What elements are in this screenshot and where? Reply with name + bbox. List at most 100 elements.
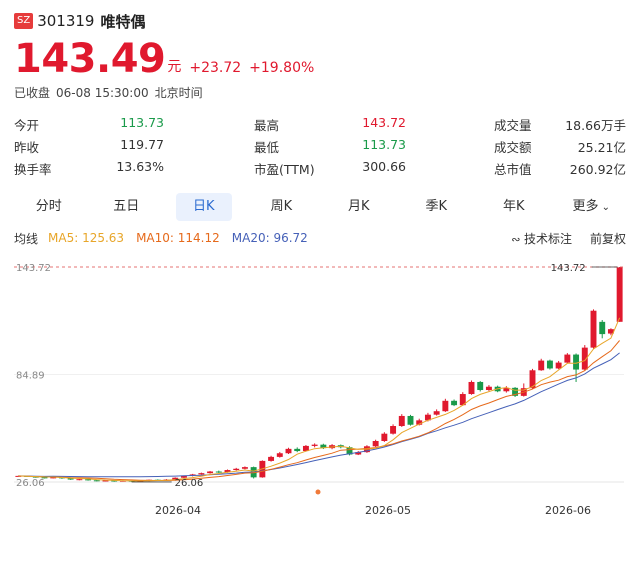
candle-up <box>538 360 545 371</box>
tab-daily-k[interactable]: 日K <box>175 193 232 221</box>
ma-lines-layer <box>18 317 621 482</box>
candle-down <box>346 447 353 455</box>
stock-code: 301319 <box>37 12 95 30</box>
candle-up <box>590 310 597 348</box>
candle-up <box>390 426 397 434</box>
candle-down <box>451 400 458 406</box>
forward-adjust-button[interactable]: 前复权 <box>589 231 626 246</box>
candle-up <box>15 475 22 477</box>
candle-up <box>198 473 205 475</box>
candle-up <box>503 387 510 392</box>
tab-quarterly-k[interactable]: 季K <box>425 199 448 214</box>
candle-down <box>599 321 606 335</box>
technical-annotation-button[interactable]: ∾ 技术标注 <box>511 230 572 247</box>
ma-label: 均线 <box>14 231 39 246</box>
ma20-value: MA20: 96.72 <box>231 231 308 245</box>
tab-monthly-k[interactable]: 月K <box>348 199 370 214</box>
candle-down <box>85 479 92 481</box>
candle-down <box>573 354 580 370</box>
candle-up <box>424 414 431 421</box>
candle-down <box>215 471 222 473</box>
candle-up <box>416 420 423 425</box>
stock-header: SZ 301319 唯特偶 143.49 元 +23.72 +19.80% 已收… <box>14 10 624 100</box>
stat-value-high: 143.72 <box>362 114 406 130</box>
candle-up <box>180 475 187 478</box>
y-tick-label: 143.72 <box>16 263 51 274</box>
x-tick-label: 2026-05 <box>365 504 411 517</box>
stat-value-turnover: 25.21亿 <box>577 139 626 155</box>
low-marker-label: 26.06 <box>175 478 204 489</box>
status-datetime: 06-08 15:30:00 <box>56 86 149 100</box>
price-unit: 元 <box>167 59 182 75</box>
candle-up <box>172 477 179 480</box>
candle-up <box>442 400 449 412</box>
stat-label-volume: 成交量 <box>494 117 532 133</box>
stat-label-prev-close: 昨收 <box>14 139 40 155</box>
stat-value-open: 113.73 <box>120 114 164 130</box>
chevron-down-icon: ⌄ <box>598 202 611 213</box>
stats-grid: 今开 113.73 最高 143.72 成交量 18.66万手 昨收 119.77 最低… <box>14 113 626 179</box>
stats-row-2: 昨收 119.77 最低 113.73 成交额 25.21亿 <box>14 135 626 157</box>
ma5-value: MA5: 125.63 <box>48 231 125 245</box>
stat-label-high: 最高 <box>254 117 280 133</box>
trend-icon: ∾ <box>511 232 524 246</box>
ma5-line <box>18 317 621 482</box>
stat-value-pe: 300.66 <box>362 158 406 174</box>
candle-down <box>111 480 118 482</box>
stat-value-prev-close: 119.77 <box>120 136 164 152</box>
candle-up <box>381 433 388 441</box>
stats-row-1: 今开 113.73 最高 143.72 成交量 18.66万手 <box>14 113 626 135</box>
candle-down <box>512 387 519 396</box>
tab-weekly-k[interactable]: 周K <box>270 199 293 214</box>
current-price: 143.49 <box>14 36 166 82</box>
status-timezone: 北京时间 <box>154 86 203 100</box>
candle-down <box>294 448 301 452</box>
candle-up <box>285 448 292 454</box>
candle-up <box>302 445 309 452</box>
stat-value-volume: 18.66万手 <box>565 117 626 133</box>
candle-up <box>276 453 283 457</box>
candle-down <box>320 444 327 449</box>
candle-up <box>241 467 248 469</box>
candle-up <box>564 354 571 363</box>
candle-up <box>372 440 379 447</box>
tab-yearly-k[interactable]: 年K <box>503 199 525 214</box>
stat-label-pe: 市盈(TTM) <box>254 161 315 177</box>
tab-intraday[interactable]: 分时 <box>35 199 62 214</box>
candle-up <box>581 347 588 370</box>
candle-up <box>233 468 240 471</box>
candle-up <box>607 329 614 334</box>
high-marker-label: 143.72 <box>551 263 586 274</box>
stat-label-open: 今开 <box>14 117 40 133</box>
stock-name: 唯特偶 <box>100 12 146 31</box>
candle-down <box>32 476 39 478</box>
ma-legend: 均线 MA5: 125.63 MA10: 114.12 MA20: 96.72 … <box>14 230 626 246</box>
candle-up <box>102 480 109 482</box>
ma10-value: MA10: 114.12 <box>136 231 220 245</box>
tab-five-day[interactable]: 五日 <box>113 199 140 214</box>
candle-up <box>529 370 536 389</box>
candle-up <box>616 267 623 322</box>
candle-up <box>433 411 440 415</box>
candle-down <box>93 480 100 482</box>
stats-row-3: 换手率 13.63% 市盈(TTM) 300.66 总市值 260.92亿 <box>14 157 626 179</box>
candlestick-chart[interactable]: 143.72 84.89 26.06 143.72 26.06 2026-04 2026-0… <box>0 252 638 530</box>
status-text: 已收盘 <box>14 86 51 100</box>
stat-value-turnover-rate: 13.63% <box>116 158 164 174</box>
stat-label-market-cap: 总市值 <box>494 161 532 177</box>
candle-down <box>407 415 414 425</box>
technical-annotation-label: 技术标注 <box>523 231 572 246</box>
period-tabs: 分时 五日 日K 周K 月K 季K 年K 更多 ⌄ <box>10 192 630 222</box>
candle-up <box>76 479 83 481</box>
ma20-line <box>18 352 620 478</box>
stat-value-market-cap: 260.92亿 <box>569 161 626 177</box>
price-change-percent: +19.80% <box>249 60 315 76</box>
x-tick-label: 2026-04 <box>155 504 201 517</box>
candle-up <box>555 362 562 369</box>
candle-up <box>485 386 492 391</box>
stat-value-low: 113.73 <box>362 136 406 152</box>
market-status: 已收盘 06-08 15:30:00 北京时间 <box>14 84 624 100</box>
y-tick-label: 84.89 <box>16 371 45 382</box>
tab-more[interactable]: 更多 ⌄ <box>553 193 630 221</box>
candle-up <box>468 381 475 395</box>
